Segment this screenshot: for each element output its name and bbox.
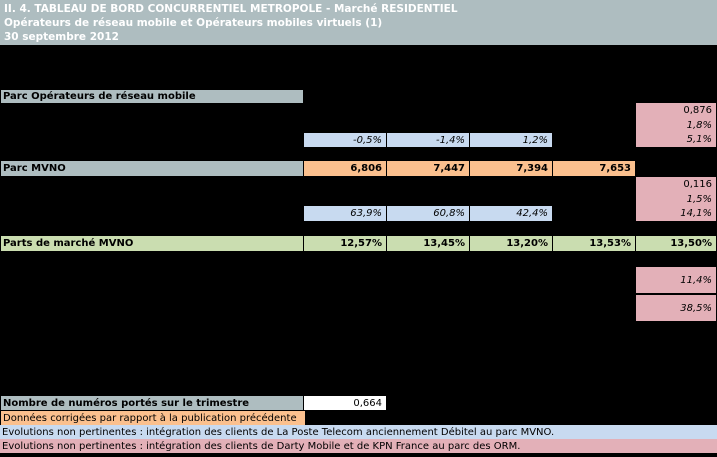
legend-note-orm: Evolutions non pertinentes : intégration… xyxy=(0,439,717,453)
row-label-parc-mvno[interactable]: Parc MVNO xyxy=(1,161,303,176)
report-date: 30 septembre 2012 xyxy=(4,31,119,43)
mvno-evolution-cell[interactable]: 60,8% xyxy=(387,206,469,221)
orm-evolution-cell[interactable]: -0,5% xyxy=(304,133,386,147)
orm-pink-value-net: 0,876 xyxy=(683,104,712,116)
report-subtitle: Opérateurs de réseau mobile et Opérateur… xyxy=(4,17,383,29)
market-share-cell[interactable]: 13,53% xyxy=(553,236,635,251)
orm-pink-summary-cell[interactable]: 0,876 1,8% 5,1% xyxy=(636,103,716,147)
legend-corrected: Données corrigées par rapport à la publi… xyxy=(1,411,305,425)
mvno-pink-summary-cell[interactable]: 0,116 1,5% 14,1% xyxy=(636,177,716,221)
legend-note-mvno: Evolutions non pertinentes : intégration… xyxy=(0,425,717,439)
mvno-value-cell[interactable]: 7,653 xyxy=(553,161,635,176)
market-share-cell[interactable]: 12,57% xyxy=(304,236,386,251)
orm-evolution-cell[interactable]: 1,2% xyxy=(470,133,552,147)
market-share-cell[interactable]: 13,20% xyxy=(470,236,552,251)
mvno-pink-value-net: 0,116 xyxy=(683,178,712,190)
orm-pink-value-year: 5,1% xyxy=(686,134,712,146)
orm-pink-value-quarter: 1,8% xyxy=(686,119,712,131)
row-label-parts-marche-mvno[interactable]: Parts de marché MVNO xyxy=(1,236,303,251)
market-share-cell[interactable]: 13,45% xyxy=(387,236,469,251)
pink-single-cell[interactable]: 11,4% xyxy=(636,267,716,293)
market-share-cell[interactable]: 13,50% xyxy=(636,236,716,251)
mvno-value-cell[interactable]: 7,394 xyxy=(470,161,552,176)
mvno-value-cell[interactable]: 6,806 xyxy=(304,161,386,176)
mvno-value-cell[interactable]: 7,447 xyxy=(387,161,469,176)
pink-single-cell[interactable]: 38,5% xyxy=(636,295,716,321)
report-title: II. 4. TABLEAU DE BORD CONCURRENTIEL MET… xyxy=(4,3,458,15)
ported-value-cell[interactable]: 0,664 xyxy=(304,396,386,410)
mvno-pink-value-year: 14,1% xyxy=(680,208,712,220)
row-label-numeros-portes[interactable]: Nombre de numéros portés sur le trimestr… xyxy=(1,396,303,410)
mvno-pink-value-quarter: 1,5% xyxy=(686,193,712,205)
report-header: II. 4. TABLEAU DE BORD CONCURRENTIEL MET… xyxy=(0,0,717,46)
mvno-evolution-cell[interactable]: 63,9% xyxy=(304,206,386,221)
row-label-parc-orm[interactable]: Parc Opérateurs de réseau mobile xyxy=(1,90,303,103)
mvno-evolution-cell[interactable]: 42,4% xyxy=(470,206,552,221)
orm-evolution-cell[interactable]: -1,4% xyxy=(387,133,469,147)
